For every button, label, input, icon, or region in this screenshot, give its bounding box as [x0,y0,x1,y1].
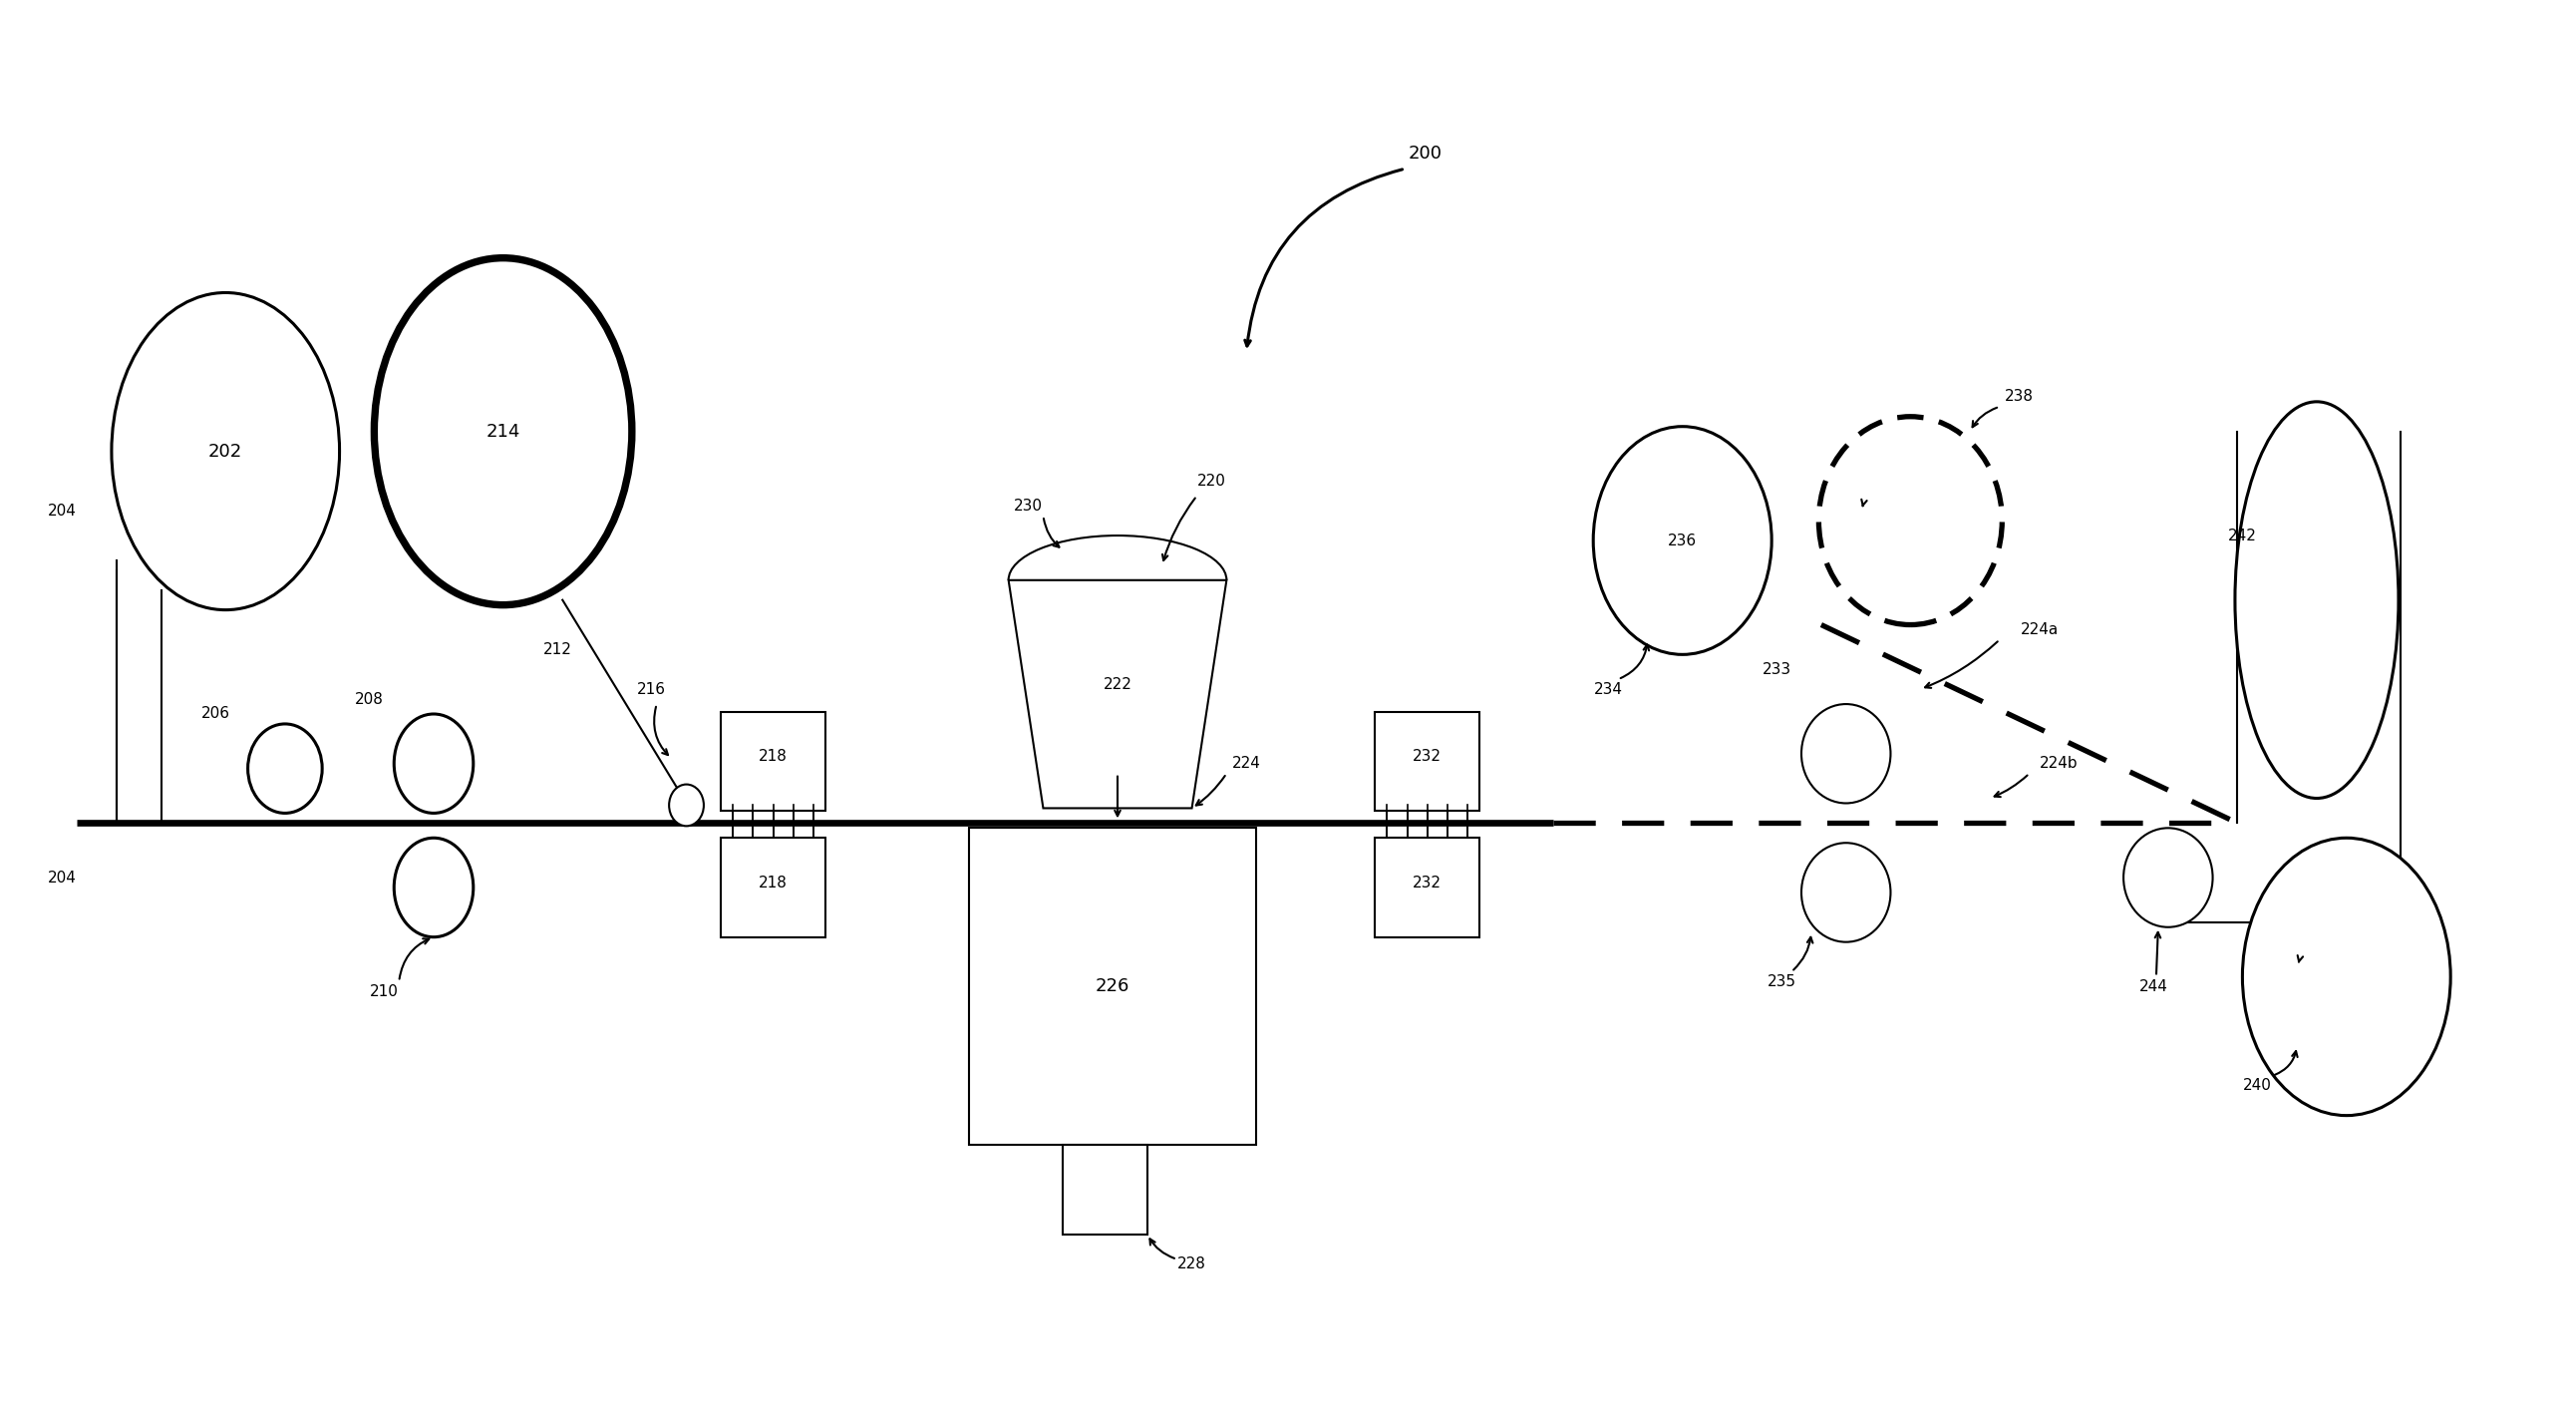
Ellipse shape [670,785,703,826]
Text: 232: 232 [1412,749,1443,763]
Text: 235: 235 [1767,975,1795,989]
Text: 232: 232 [1412,875,1443,890]
Text: 234: 234 [1595,682,1623,696]
Ellipse shape [1595,427,1772,655]
Text: 214: 214 [487,422,520,441]
Text: 230: 230 [1015,498,1043,514]
Ellipse shape [247,723,322,813]
FancyBboxPatch shape [721,838,824,938]
Ellipse shape [2236,402,2398,798]
Text: 220: 220 [1198,474,1226,488]
Ellipse shape [394,838,474,938]
Text: 226: 226 [1095,977,1131,996]
Text: 206: 206 [201,706,229,722]
Text: 210: 210 [371,985,399,999]
Text: 204: 204 [46,870,77,885]
FancyBboxPatch shape [969,828,1257,1146]
Text: 224b: 224b [2040,756,2079,771]
Text: 224a: 224a [2020,622,2058,638]
FancyBboxPatch shape [1376,712,1479,811]
Ellipse shape [1801,704,1891,803]
Ellipse shape [2123,828,2213,928]
Ellipse shape [2244,838,2450,1116]
FancyBboxPatch shape [721,712,824,811]
Ellipse shape [1819,417,2002,625]
Text: 200: 200 [1409,146,1443,163]
Text: 222: 222 [1103,676,1131,692]
Text: 224: 224 [1231,756,1260,771]
Text: 218: 218 [760,875,788,890]
Text: 240: 240 [2244,1079,2272,1093]
Text: 218: 218 [760,749,788,763]
Ellipse shape [1801,843,1891,942]
Text: 238: 238 [2004,390,2035,404]
Text: 244: 244 [2138,979,2166,995]
Text: 212: 212 [544,642,572,656]
Ellipse shape [111,293,340,609]
Text: 233: 233 [1762,662,1790,676]
Text: 202: 202 [209,442,242,461]
Ellipse shape [374,258,631,605]
Text: 242: 242 [2228,528,2257,544]
Text: 236: 236 [1667,534,1698,548]
Polygon shape [1010,581,1226,808]
Text: 204: 204 [46,504,77,518]
Ellipse shape [394,714,474,813]
FancyBboxPatch shape [1064,1146,1146,1234]
FancyBboxPatch shape [1376,838,1479,938]
Text: 208: 208 [355,692,384,706]
Text: 228: 228 [1177,1257,1206,1271]
Text: 216: 216 [636,682,667,696]
